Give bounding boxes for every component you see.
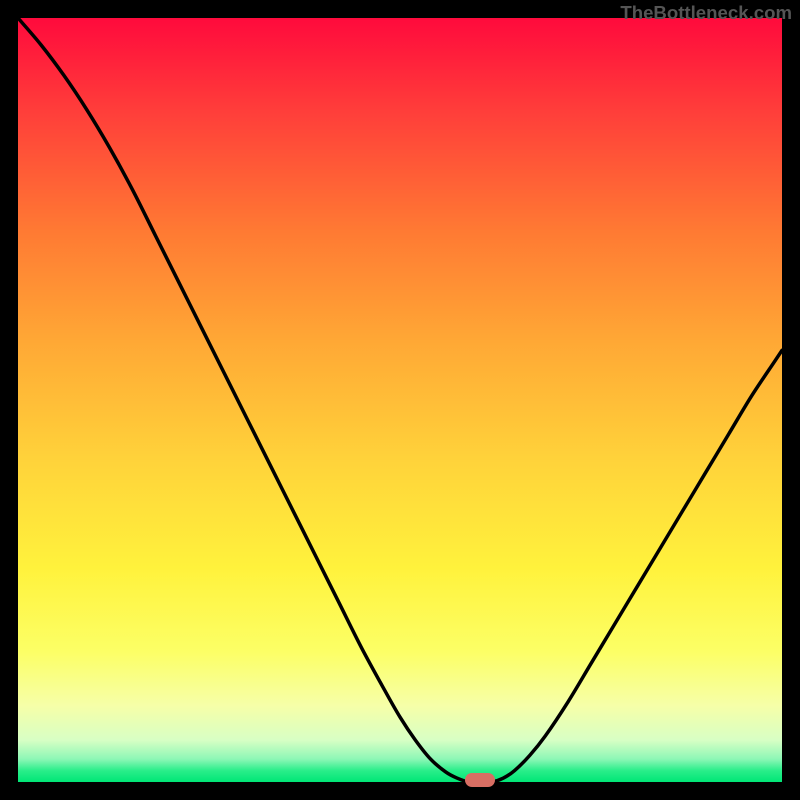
optimal-marker bbox=[465, 773, 495, 787]
watermark-text: TheBottleneck.com bbox=[620, 2, 792, 24]
bottleneck-curve bbox=[18, 18, 782, 782]
curve-svg bbox=[18, 18, 782, 782]
plot-area bbox=[18, 18, 782, 782]
chart-container: TheBottleneck.com bbox=[0, 0, 800, 800]
